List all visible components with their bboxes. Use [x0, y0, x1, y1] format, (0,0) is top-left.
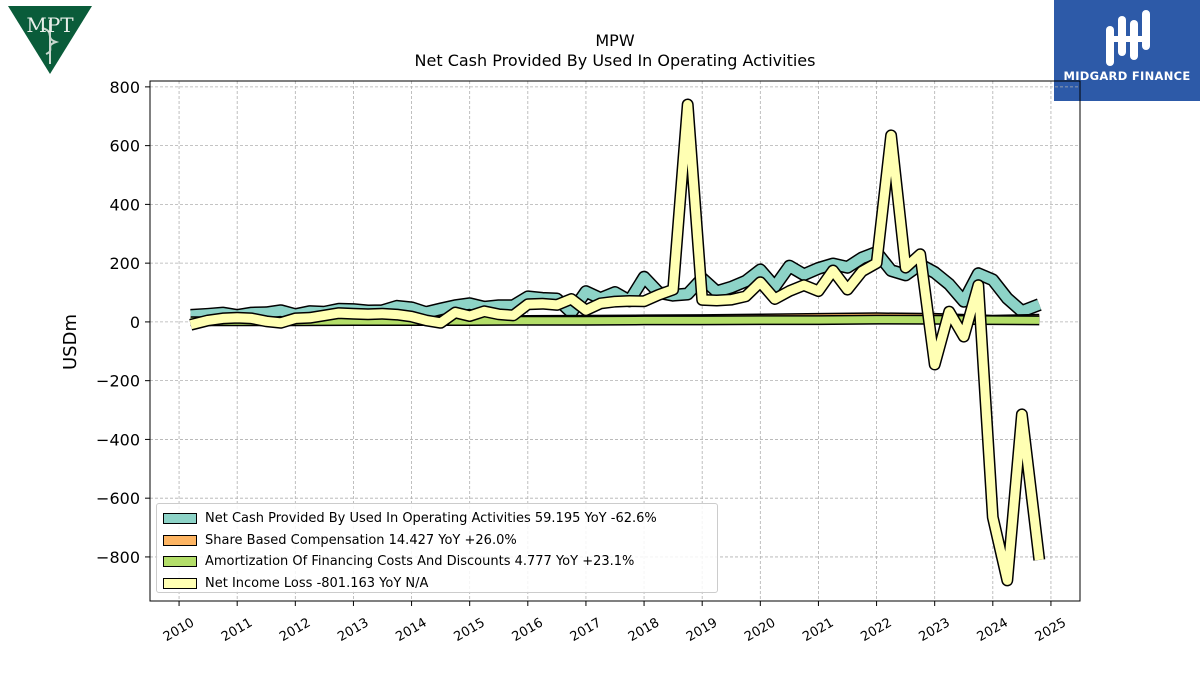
x-tick-label: 2018 — [626, 615, 662, 645]
legend-swatch — [163, 556, 197, 568]
y-axis-label: USDm — [60, 314, 81, 370]
legend-swatch — [163, 577, 197, 589]
x-tick-label: 2024 — [975, 615, 1011, 645]
x-tick-label: 2022 — [858, 615, 894, 645]
midgard-finance-label: MIDGARD FINANCE — [1063, 69, 1191, 83]
x-tick-label: 2010 — [161, 615, 197, 645]
chart-ticker: MPW — [595, 31, 635, 50]
legend: Net Cash Provided By Used In Operating A… — [156, 503, 718, 593]
series-layer — [189, 98, 1046, 587]
legend-label: Share Based Compensation 14.427 YoY +26.… — [205, 532, 517, 548]
legend-label: Net Income Loss -801.163 YoY N/A — [205, 575, 429, 591]
x-tick-label: 2021 — [800, 615, 836, 645]
x-tick-label: 2016 — [510, 615, 546, 645]
legend-label: Net Cash Provided By Used In Operating A… — [205, 511, 657, 527]
y-tick-label: −400 — [96, 430, 140, 449]
mpt-logo: MPT — [8, 6, 92, 76]
y-tick-label: 200 — [109, 254, 140, 273]
legend-item-net-cash: Net Cash Provided By Used In Operating A… — [163, 508, 717, 530]
y-tick-label: 800 — [109, 78, 140, 97]
x-tick-label: 2011 — [219, 615, 255, 645]
y-tick-label: −600 — [96, 489, 140, 508]
legend-swatch — [163, 513, 197, 525]
mpt-logo-text: MPT — [26, 13, 74, 37]
series-line — [189, 100, 1044, 585]
chart-title: Net Cash Provided By Used In Operating A… — [414, 51, 816, 70]
x-tick-label: 2012 — [277, 615, 313, 645]
legend-label: Amortization Of Financing Costs And Disc… — [205, 554, 635, 570]
x-tick-label: 2014 — [393, 615, 429, 645]
legend-item-amortization: Amortization Of Financing Costs And Disc… — [163, 551, 717, 573]
x-tick-label: 2013 — [335, 615, 371, 645]
x-tick-label: 2017 — [568, 615, 604, 645]
y-tick-label: −200 — [96, 372, 140, 391]
legend-swatch — [163, 534, 197, 546]
legend-item-share-based-comp: Share Based Compensation 14.427 YoY +26.… — [163, 530, 717, 552]
x-tick-label: 2020 — [742, 615, 778, 645]
plot-frame — [149, 80, 1081, 602]
x-tick-label: 2023 — [917, 615, 953, 645]
y-tick-label: 0 — [130, 313, 140, 332]
midgard-finance-logo: MIDGARD FINANCE — [1054, 0, 1200, 101]
x-tick-label: 2025 — [1033, 615, 1069, 645]
legend-item-net-income: Net Income Loss -801.163 YoY N/A — [163, 573, 717, 595]
x-tick-label: 2019 — [684, 615, 720, 645]
y-tick-label: −800 — [96, 548, 140, 567]
y-tick-label: 400 — [109, 195, 140, 214]
x-tick-label: 2015 — [452, 615, 488, 645]
y-tick-label: 600 — [109, 137, 140, 156]
